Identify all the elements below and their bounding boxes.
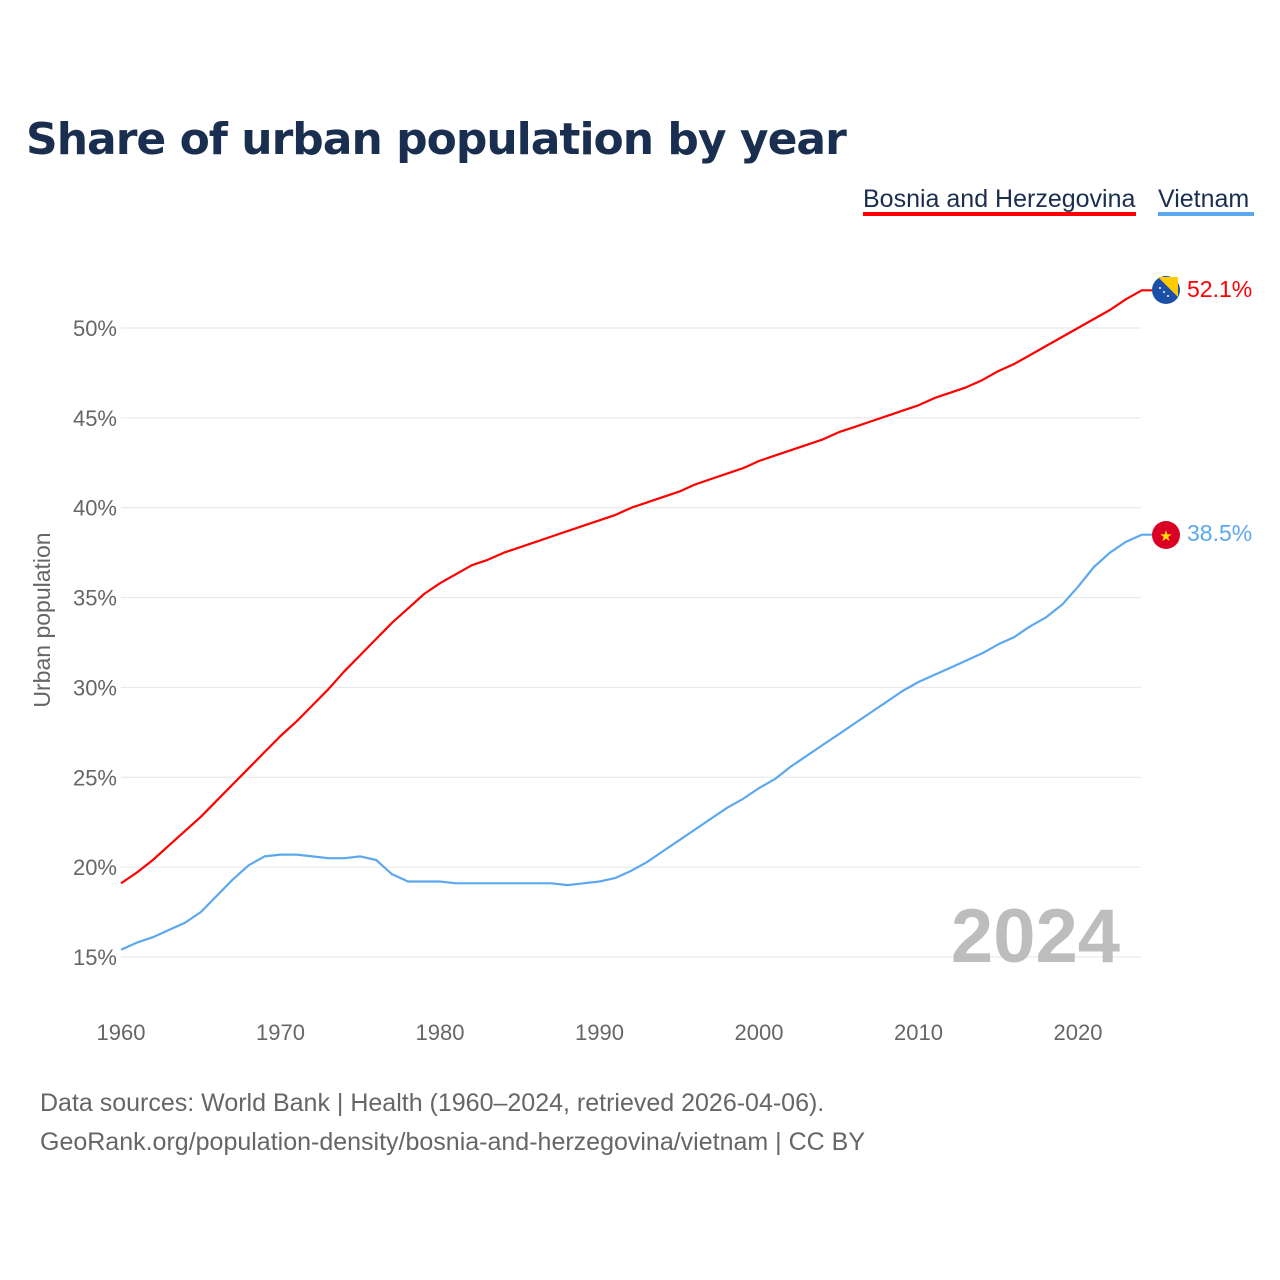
x-tick-label: 2010 xyxy=(894,1020,943,1045)
end-label-vietnam: 38.5% xyxy=(1187,520,1252,546)
legend: Bosnia and Herzegovina Vietnam xyxy=(863,185,1254,216)
series-line-bosnia[interactable] xyxy=(120,289,1152,885)
x-axis-ticks: 1960 1970 1980 1990 2000 2010 2020 xyxy=(97,1020,1103,1045)
legend-item-vietnam[interactable]: Vietnam xyxy=(1158,185,1249,213)
x-tick-label: 1960 xyxy=(97,1020,146,1045)
chart-title: Share of urban population by year xyxy=(26,114,847,165)
series-line-vietnam[interactable] xyxy=(120,533,1152,951)
y-axis-label: Urban population xyxy=(29,532,55,707)
footer-link[interactable]: GeoRank.org/population-density/bosnia-an… xyxy=(40,1128,865,1156)
x-tick-label: 1970 xyxy=(256,1020,305,1045)
y-tick-label: 45% xyxy=(73,406,117,431)
y-tick-label: 35% xyxy=(73,586,117,611)
flag-bosnia-icon xyxy=(1152,276,1180,304)
y-tick-label: 50% xyxy=(73,316,117,341)
year-watermark: 2024 xyxy=(951,894,1120,979)
x-tick-label: 2000 xyxy=(735,1020,784,1045)
y-tick-label: 15% xyxy=(73,945,117,970)
y-axis-ticks: 15% 20% 25% 30% 35% 40% 45% 50% xyxy=(73,316,117,970)
gridlines xyxy=(121,327,1141,958)
y-tick-label: 25% xyxy=(73,765,117,790)
x-tick-label: 2020 xyxy=(1054,1020,1103,1045)
legend-item-bosnia[interactable]: Bosnia and Herzegovina xyxy=(863,185,1135,213)
legend-swatch-vietnam xyxy=(1158,212,1254,216)
footer-sources: Data sources: World Bank | Health (1960–… xyxy=(40,1089,824,1117)
end-label-bosnia: 52.1% xyxy=(1187,276,1252,302)
x-tick-label: 1990 xyxy=(575,1020,624,1045)
flag-vietnam-icon: ★ xyxy=(1152,521,1180,549)
svg-text:★: ★ xyxy=(1159,528,1172,545)
x-tick-label: 1980 xyxy=(416,1020,465,1045)
y-tick-label: 40% xyxy=(73,496,117,521)
y-tick-label: 30% xyxy=(73,675,117,700)
legend-swatch-bosnia xyxy=(863,212,1136,216)
y-tick-label: 20% xyxy=(73,855,117,880)
